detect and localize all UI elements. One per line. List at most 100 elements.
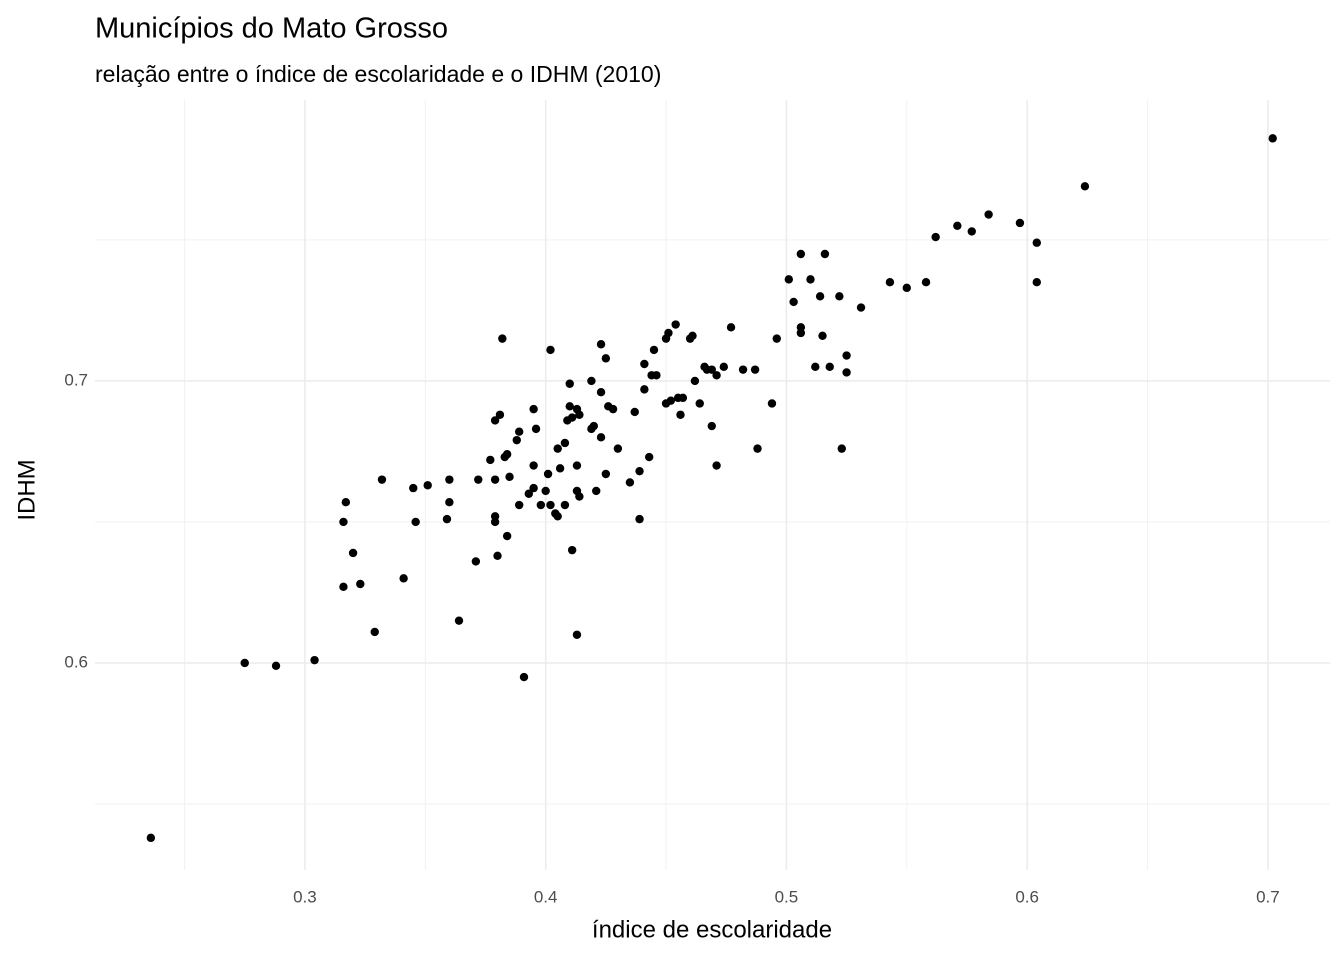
point xyxy=(370,627,379,637)
x-tick-label: 0.6 xyxy=(1015,887,1039,906)
point xyxy=(767,399,777,408)
point xyxy=(531,424,541,434)
point xyxy=(719,362,729,372)
point xyxy=(1032,278,1041,287)
point xyxy=(474,475,483,484)
point xyxy=(146,833,156,843)
point xyxy=(529,404,538,414)
point xyxy=(442,514,452,524)
point xyxy=(575,410,584,419)
point xyxy=(796,249,806,259)
point xyxy=(409,483,418,493)
point xyxy=(738,365,748,374)
point xyxy=(565,379,574,388)
point xyxy=(707,421,716,431)
point xyxy=(967,227,976,236)
point xyxy=(505,472,514,482)
point xyxy=(560,438,570,448)
point xyxy=(1015,218,1025,228)
x-tick-label: 0.3 xyxy=(293,887,317,906)
point xyxy=(271,661,281,670)
point xyxy=(565,402,574,411)
point xyxy=(644,452,654,462)
point xyxy=(524,489,534,498)
point xyxy=(885,278,895,287)
point xyxy=(553,444,562,453)
point xyxy=(649,345,659,355)
point xyxy=(835,292,844,301)
point xyxy=(842,351,851,360)
point xyxy=(553,512,562,521)
point xyxy=(514,500,524,510)
point xyxy=(635,514,644,524)
point xyxy=(471,557,481,566)
point xyxy=(984,210,993,219)
point xyxy=(356,579,365,589)
point xyxy=(596,340,606,349)
point xyxy=(608,404,618,414)
point xyxy=(572,630,582,639)
point xyxy=(399,574,408,583)
point xyxy=(529,483,538,493)
point xyxy=(796,328,806,338)
point xyxy=(856,303,866,312)
point xyxy=(495,410,505,419)
point xyxy=(652,371,661,380)
point xyxy=(921,278,931,287)
point xyxy=(837,444,846,453)
point xyxy=(902,283,911,293)
point xyxy=(240,658,249,668)
point xyxy=(596,433,606,442)
point xyxy=(411,517,420,527)
point xyxy=(490,475,500,484)
point xyxy=(695,399,704,408)
point xyxy=(493,551,502,560)
point xyxy=(825,362,834,372)
point xyxy=(953,221,962,230)
point xyxy=(613,444,623,453)
point xyxy=(842,368,851,377)
x-tick-label: 0.4 xyxy=(534,887,558,906)
point xyxy=(671,320,680,329)
point xyxy=(546,345,555,355)
point xyxy=(541,486,550,496)
point xyxy=(445,498,454,507)
point xyxy=(310,655,319,665)
point xyxy=(529,461,538,470)
point xyxy=(512,435,521,445)
chart-title: Municípios do Mato Grosso xyxy=(95,13,448,45)
point xyxy=(666,396,676,405)
y-tick-label: 0.7 xyxy=(64,370,88,389)
chart-subtitle: relação entre o índice de escolaridade e… xyxy=(95,61,661,87)
point xyxy=(635,466,644,476)
point xyxy=(572,461,582,470)
point xyxy=(601,469,611,479)
point xyxy=(784,275,794,284)
point xyxy=(498,334,507,343)
point xyxy=(587,376,596,386)
point xyxy=(601,354,611,363)
point xyxy=(490,416,500,425)
point xyxy=(815,292,825,301)
point xyxy=(592,486,601,496)
point xyxy=(567,545,577,555)
point xyxy=(750,365,760,374)
point xyxy=(931,232,940,242)
point xyxy=(339,582,348,592)
point xyxy=(589,421,599,431)
point xyxy=(502,531,512,541)
point xyxy=(1032,238,1041,247)
point xyxy=(567,413,577,422)
point xyxy=(1268,134,1277,143)
point xyxy=(707,365,716,374)
point xyxy=(772,334,781,343)
point xyxy=(690,376,700,386)
point xyxy=(339,517,348,527)
y-tick-label: 0.6 xyxy=(64,652,88,671)
point xyxy=(818,331,827,340)
point xyxy=(630,407,639,417)
point xyxy=(377,475,387,484)
point xyxy=(1080,182,1090,191)
point xyxy=(806,275,815,284)
